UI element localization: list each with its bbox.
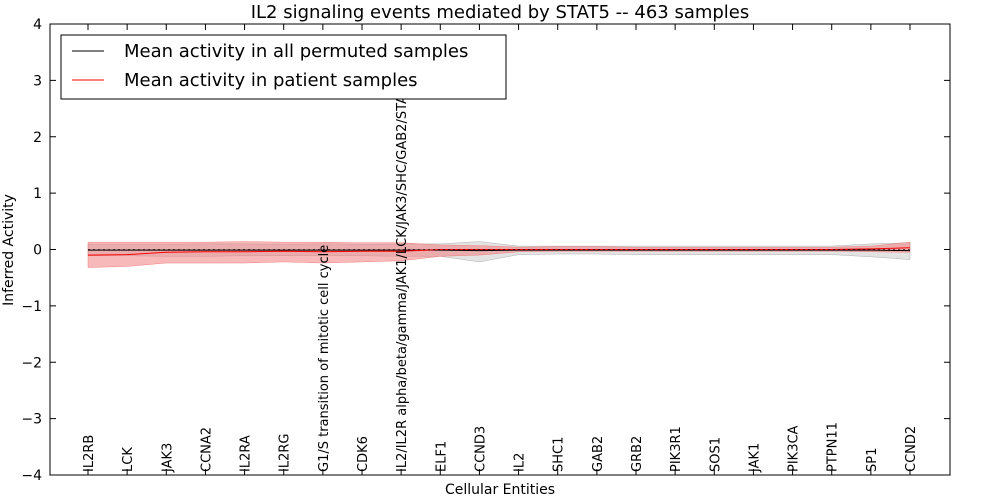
y-tick-label: −4	[21, 468, 42, 484]
y-tick-label: 4	[33, 17, 42, 33]
x-tick-label: GRB2	[630, 436, 645, 472]
x-tick-label: IL2RG	[278, 434, 293, 472]
x-tick-label: SOS1	[708, 437, 723, 472]
x-tick-label: LCK	[121, 447, 136, 472]
x-tick-label: SHC1	[552, 437, 567, 472]
line-series-0	[88, 249, 911, 252]
x-tick-label: IL2RA	[239, 435, 254, 472]
x-tick-label: CDK6	[356, 436, 371, 472]
x-tick-label: CCNA2	[199, 427, 214, 472]
x-tick-label: IL2RB	[82, 435, 97, 472]
chart-title: IL2 signaling events mediated by STAT5 -…	[251, 2, 750, 23]
x-tick-label: PIK3CA	[787, 425, 802, 472]
x-axis-label: Cellular Entities	[445, 482, 555, 498]
x-tick-label: ELF1	[434, 441, 449, 472]
y-tick-label: −3	[21, 412, 42, 428]
legend-label-patient: Mean activity in patient samples	[124, 70, 418, 91]
x-tick-label: CCND3	[473, 426, 488, 472]
x-tick-label: PIK3R1	[669, 426, 684, 472]
y-axis-label: Inferred Activity	[1, 194, 17, 306]
x-tick-label: IL2/IL2R alpha/beta/gamma/JAK1/LCK/JAK3/…	[395, 80, 410, 472]
y-axis: −4 −3 −2 −1 0 1 2 3 4	[21, 17, 950, 484]
lines-layer	[87, 247, 911, 256]
y-tick-label: 1	[33, 186, 42, 202]
y-tick-label: 2	[33, 130, 42, 146]
x-tick-label: SP1	[865, 448, 880, 472]
legend-frame	[60, 34, 507, 100]
x-tick-label: G1/S transition of mitotic cell cycle	[317, 245, 332, 472]
y-tick-label: −2	[21, 355, 42, 371]
bands-layer	[87, 241, 911, 268]
x-tick-label: GAB2	[591, 436, 606, 472]
band-series-1	[87, 241, 911, 268]
x-tick-label: IL2	[513, 453, 528, 472]
legend-label-permuted: Mean activity in all permuted samples	[124, 41, 468, 62]
y-tick-label: −1	[21, 299, 42, 315]
x-tick-label: JAK1	[747, 443, 762, 473]
y-tick-label: 0	[33, 243, 42, 259]
x-tick-label: PTPN11	[826, 422, 841, 472]
legend: Mean activity in all permuted samples Me…	[60, 34, 507, 100]
x-tick-label: CCND2	[904, 426, 919, 472]
x-tick-label: JAK3	[160, 443, 175, 473]
x-axis: IL2RB LCK JAK3 CCNA2 IL2RA IL2RG G1/S transiti…	[82, 24, 919, 475]
y-tick-label: 3	[33, 73, 42, 89]
